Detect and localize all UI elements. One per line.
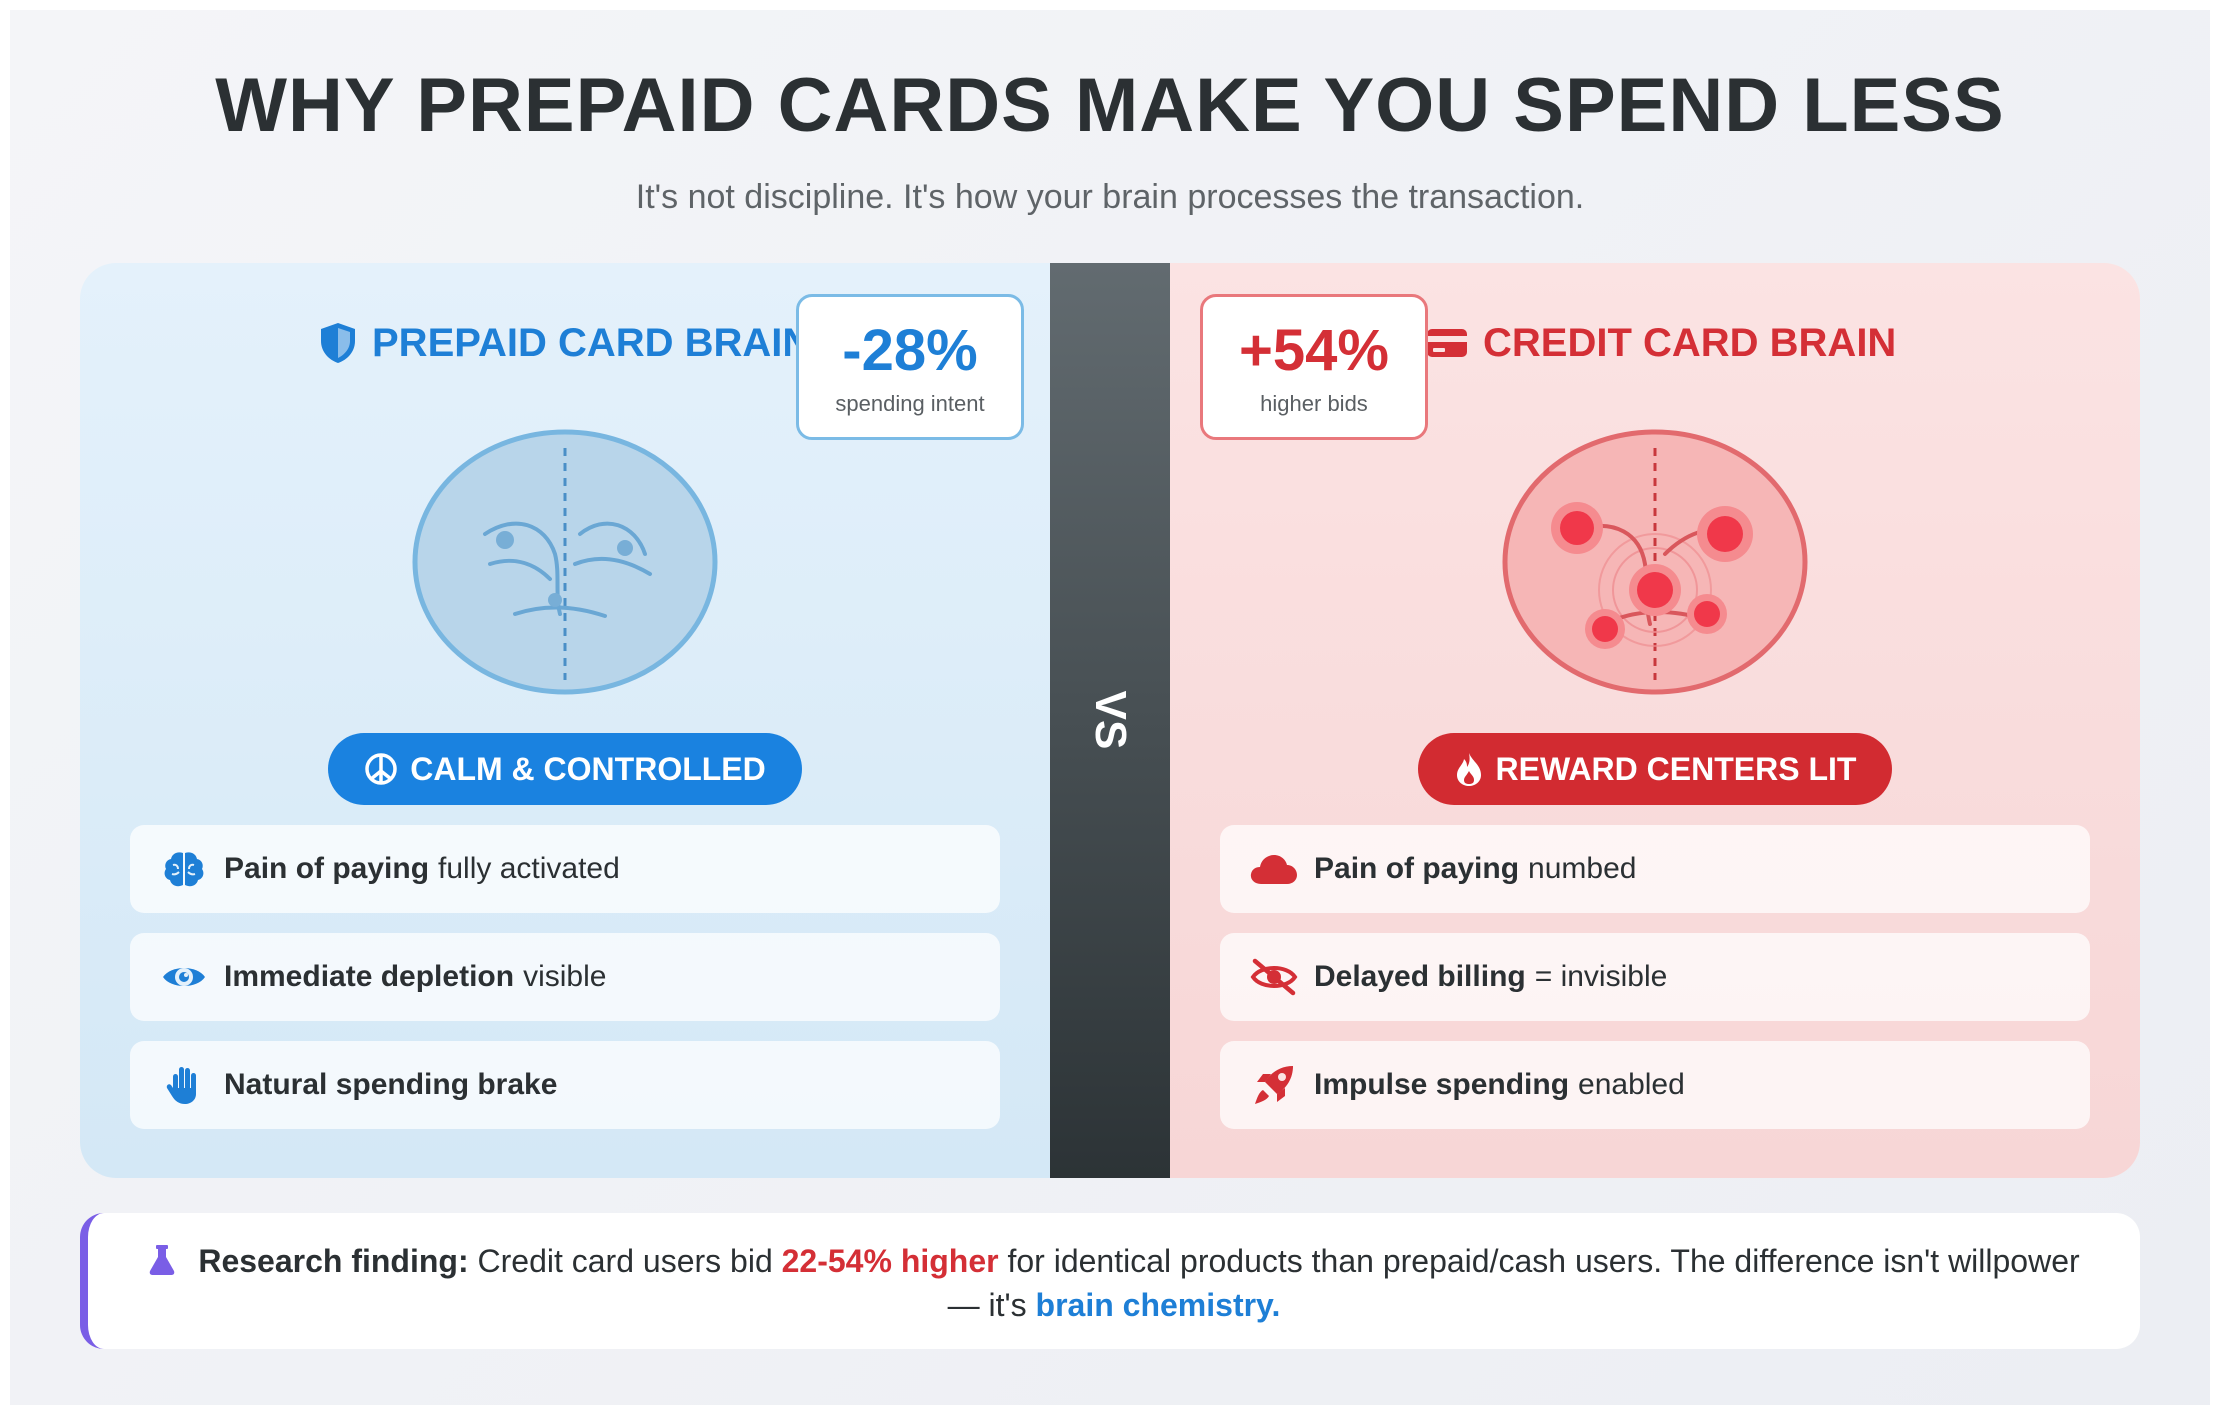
credit-card-icon: [1425, 325, 1469, 361]
eye-icon: [158, 961, 210, 993]
reward-status-pill: REWARD CENTERS LIT: [1418, 733, 1892, 805]
prepaid-item-brake-bold: Natural spending brake: [224, 1068, 558, 1101]
prepaid-heading-text: PREPAID CARD BRAIN: [372, 320, 812, 365]
page-title: WHY PREPAID CARDS MAKE YOU SPEND LESS: [215, 63, 2005, 148]
credit-item-pain: Pain of paying numbed: [1220, 825, 2090, 913]
rocket-icon: [1248, 1064, 1300, 1106]
credit-item-billing: Delayed billing = invisible: [1220, 933, 2090, 1021]
eye-slash-icon: [1248, 957, 1300, 997]
credit-heading: CREDIT CARD BRAIN: [1425, 315, 1896, 371]
reward-status-text: REWARD CENTERS LIT: [1495, 750, 1857, 787]
fire-icon: [1454, 751, 1484, 787]
credit-item-pain-bold: Pain of paying: [1314, 852, 1520, 885]
prepaid-heading: PREPAID CARD BRAIN: [318, 315, 811, 371]
cloud-icon: [1248, 852, 1300, 886]
credit-item-impulse: Impulse spending enabled: [1220, 1041, 2090, 1129]
hand-icon: [158, 1064, 210, 1106]
credit-heading-text: CREDIT CARD BRAIN: [1483, 320, 1897, 365]
credit-stat-badge: +54% higher bids: [1200, 294, 1428, 440]
prepaid-stat-label: spending intent: [835, 391, 985, 416]
prepaid-item-pain-rest: fully activated: [438, 852, 620, 885]
credit-stat-label: higher bids: [1260, 391, 1368, 416]
calm-status-pill: CALM & CONTROLLED: [328, 733, 802, 805]
peace-icon: [364, 752, 398, 786]
finding-text-1: Credit card users bid: [477, 1243, 773, 1279]
prepaid-item-pain: Pain of paying fully activated: [130, 825, 1000, 913]
brain-icon: [158, 849, 210, 889]
prepaid-item-depletion-rest: visible: [523, 960, 607, 993]
calm-status-text: CALM & CONTROLLED: [410, 750, 766, 787]
credit-item-pain-rest: numbed: [1528, 852, 1637, 885]
credit-item-impulse-bold: Impulse spending: [1314, 1068, 1570, 1101]
prepaid-stat-value: -28%: [842, 318, 978, 383]
finding-label: Research finding:: [198, 1243, 469, 1279]
prepaid-item-brake: Natural spending brake: [130, 1041, 1000, 1129]
vs-label: VS: [1086, 690, 1135, 750]
prepaid-item-depletion-bold: Immediate depletion: [224, 960, 515, 993]
credit-item-impulse-rest: enabled: [1578, 1068, 1685, 1101]
finding-highlight: 22-54% higher: [781, 1243, 999, 1279]
vs-divider: [1050, 263, 1170, 1178]
prepaid-stat-badge: -28% spending intent: [796, 294, 1024, 440]
active-brain-illustration: [1502, 429, 1808, 695]
prepaid-item-pain-bold: Pain of paying: [224, 852, 430, 885]
flask-icon: [148, 1244, 176, 1285]
calm-brain-illustration: [412, 429, 718, 695]
research-finding-box: Research finding: Credit card users bid …: [80, 1213, 2140, 1349]
finding-emphasis: brain chemistry.: [1035, 1287, 1281, 1323]
finding-text-2: for identical products than prepaid/cash…: [947, 1243, 2080, 1323]
credit-item-billing-rest: = invisible: [1534, 960, 1668, 993]
credit-item-billing-bold: Delayed billing: [1314, 960, 1526, 993]
page-subtitle: It's not discipline. It's how your brain…: [635, 178, 1585, 216]
prepaid-item-depletion: Immediate depletion visible: [130, 933, 1000, 1021]
shield-icon: [318, 321, 358, 365]
credit-stat-value: +54%: [1239, 318, 1389, 383]
